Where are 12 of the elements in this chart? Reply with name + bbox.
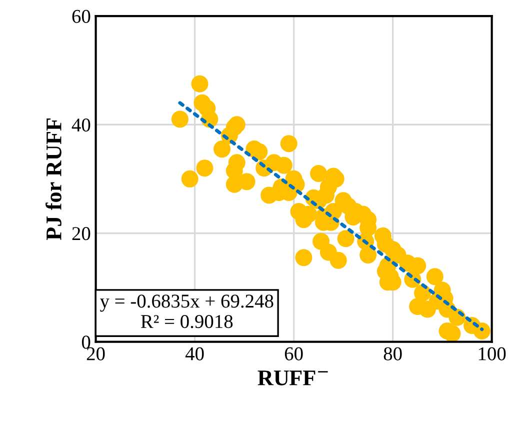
x-axis-title: RUFF$^{−}$ — [258, 370, 328, 386]
x-tick-label: 100 — [478, 347, 506, 360]
x-tick-label: 60 — [284, 347, 303, 360]
y-tick-label: 0 — [82, 336, 90, 349]
annotation: y = -0.6835x + 69.248 R² = 0.9018 — [100, 294, 274, 328]
x-tick-label: 80 — [384, 347, 402, 360]
y-tick-label: 20 — [72, 227, 90, 240]
x-tick-label: 20 — [86, 347, 105, 360]
x-tick-label: 40 — [185, 347, 204, 360]
y-tick-label: 60 — [72, 10, 90, 23]
y-axis-title: PJ for RUFF — [46, 118, 62, 240]
y-tick-label: 40 — [72, 118, 90, 132]
